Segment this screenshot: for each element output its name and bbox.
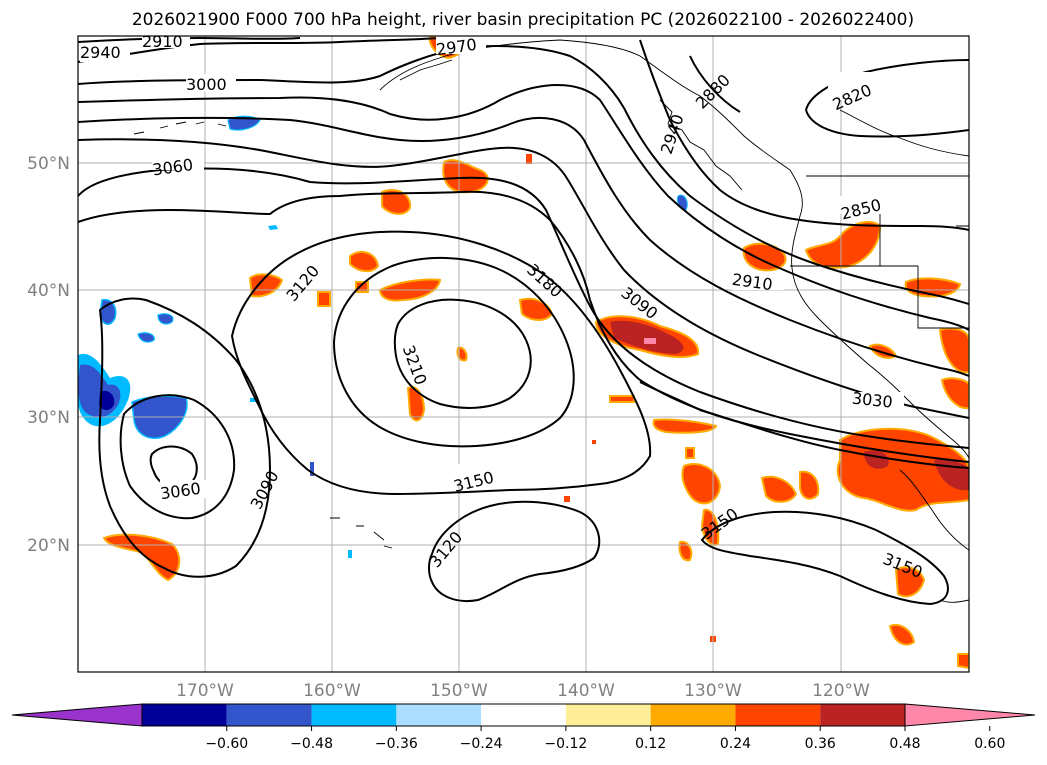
lon-label-150w: 150°W (430, 681, 488, 701)
colorbar-bin (311, 704, 397, 726)
latitude-labels: 50°N 40°N 30°N 20°N (27, 154, 70, 556)
lon-label-170w: 170°W (176, 681, 234, 701)
colorbar-tick-label: 0.48 (889, 736, 920, 752)
colorbar-tick-label: −0.48 (290, 736, 333, 752)
colorbar-bin (396, 704, 482, 726)
lat-label-40n: 40°N (27, 281, 70, 301)
lon-label-140w: 140°W (557, 681, 615, 701)
contour-label-2970: 2970 (435, 35, 478, 59)
graticule (78, 36, 969, 672)
colorbar-bin (481, 704, 566, 726)
longitude-labels: 170°W 160°W 150°W 140°W 130°W 120°W (176, 681, 870, 701)
colorbar-bin (820, 704, 905, 726)
colorbar-extend-high (904, 703, 1036, 727)
lon-label-130w: 130°W (684, 681, 742, 701)
map-area (78, 36, 969, 672)
lat-label-50n: 50°N (27, 154, 70, 174)
colorbar-tick-label: −0.36 (375, 736, 418, 752)
lon-label-160w: 160°W (303, 681, 361, 701)
colorbar-bin (226, 704, 312, 726)
map-title: 2026021900 F000 700 hPa height, river ba… (132, 10, 914, 30)
colorbar-tick-label: 0.60 (974, 736, 1005, 752)
colorbar-bin (735, 704, 821, 726)
colorbar-tick-label: 0.12 (635, 736, 666, 752)
colorbar-extend-low (11, 703, 143, 727)
contour-label-2940: 2940 (80, 43, 121, 62)
height-contours (78, 36, 969, 606)
colorbar-tick-label: −0.12 (544, 736, 587, 752)
map-frame (77, 35, 970, 673)
contour-label-2910: 2910 (142, 32, 183, 51)
colorbar-tick-label: 0.24 (720, 736, 751, 752)
colorbar-bin (142, 704, 227, 726)
colorbar-frame (141, 703, 906, 727)
colorbar: −0.60 −0.48 −0.36 −0.24 −0.12 0.12 0.24 0.36 0.4… (11, 703, 1036, 752)
colorbar-tick-label: −0.24 (460, 736, 503, 752)
contour-label-3030: 3030 (851, 389, 893, 412)
contour-labels: 2910 2940 2970 3000 3060 3120 3180 3090 … (80, 32, 925, 582)
colorbar-bin (565, 704, 651, 726)
lat-label-20n: 20°N (27, 536, 70, 556)
colorbar-tick-label: −0.60 (205, 736, 248, 752)
lat-label-30n: 30°N (27, 408, 70, 428)
lon-label-120w: 120°W (812, 681, 870, 701)
contour-label-3000: 3000 (186, 75, 227, 94)
colorbar-bin (650, 704, 736, 726)
colorbar-tick-label: 0.36 (805, 736, 836, 752)
